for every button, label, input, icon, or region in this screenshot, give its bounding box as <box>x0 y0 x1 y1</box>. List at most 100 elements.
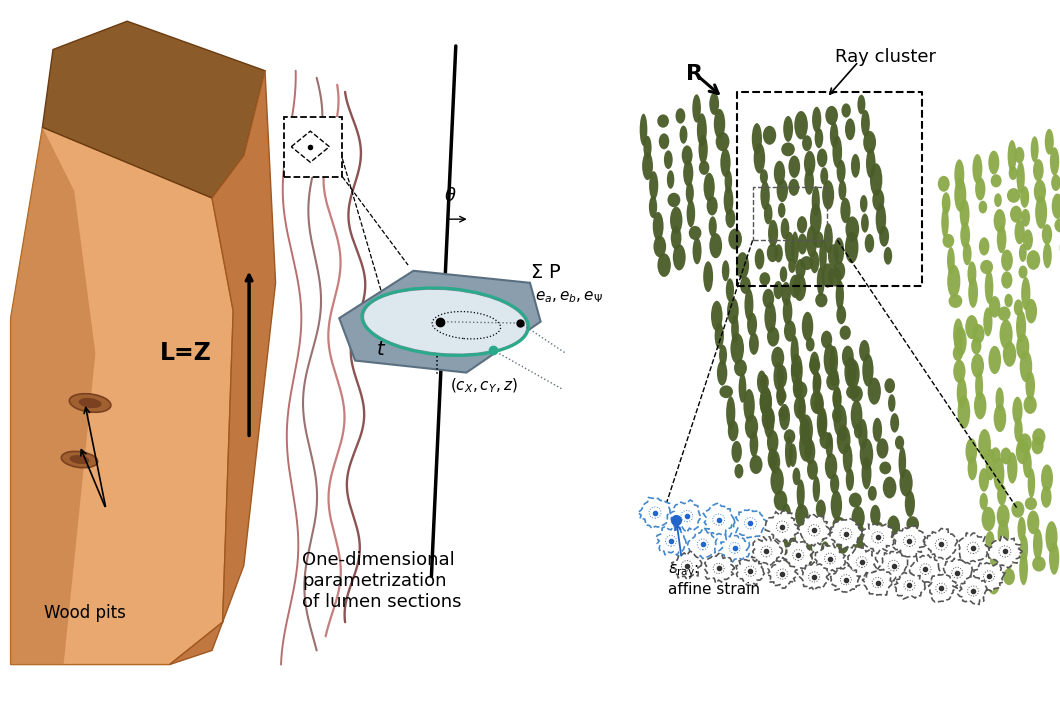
Ellipse shape <box>744 288 754 321</box>
Ellipse shape <box>993 209 1006 233</box>
Polygon shape <box>670 500 701 532</box>
Ellipse shape <box>861 214 869 233</box>
Ellipse shape <box>809 358 820 373</box>
Ellipse shape <box>734 359 747 377</box>
Text: L=Z: L=Z <box>160 341 212 366</box>
Ellipse shape <box>868 378 881 404</box>
Ellipse shape <box>990 448 1001 463</box>
Ellipse shape <box>1017 334 1029 360</box>
Ellipse shape <box>840 325 851 340</box>
Ellipse shape <box>1012 397 1023 424</box>
Ellipse shape <box>974 392 987 419</box>
Text: P: P <box>548 263 560 281</box>
Polygon shape <box>766 559 798 588</box>
Ellipse shape <box>639 114 648 146</box>
Ellipse shape <box>767 327 779 346</box>
Ellipse shape <box>851 154 860 177</box>
Ellipse shape <box>61 451 98 468</box>
Ellipse shape <box>1021 209 1030 227</box>
Ellipse shape <box>835 280 844 310</box>
Ellipse shape <box>784 320 796 341</box>
Polygon shape <box>736 559 764 585</box>
Ellipse shape <box>726 279 734 302</box>
Ellipse shape <box>780 218 790 240</box>
Ellipse shape <box>849 493 862 508</box>
Ellipse shape <box>823 180 834 210</box>
Ellipse shape <box>1052 194 1060 219</box>
Ellipse shape <box>978 468 989 492</box>
Ellipse shape <box>803 151 815 176</box>
Ellipse shape <box>1019 433 1031 453</box>
Ellipse shape <box>994 193 1002 207</box>
Ellipse shape <box>657 253 671 277</box>
Ellipse shape <box>820 168 828 185</box>
Ellipse shape <box>813 370 820 399</box>
Ellipse shape <box>988 151 1000 175</box>
Text: $(c_X, c_Y, z)$: $(c_X, c_Y, z)$ <box>450 376 518 395</box>
Ellipse shape <box>987 568 1001 595</box>
Polygon shape <box>42 21 265 198</box>
Polygon shape <box>830 566 860 592</box>
Ellipse shape <box>724 186 734 215</box>
Ellipse shape <box>713 109 725 139</box>
Ellipse shape <box>770 450 780 474</box>
Ellipse shape <box>795 504 809 527</box>
Ellipse shape <box>900 469 913 496</box>
Ellipse shape <box>1005 294 1012 308</box>
Ellipse shape <box>703 262 713 292</box>
Ellipse shape <box>860 195 867 212</box>
Ellipse shape <box>843 444 852 473</box>
Ellipse shape <box>832 407 842 423</box>
Ellipse shape <box>1032 529 1043 560</box>
Ellipse shape <box>862 354 873 387</box>
Ellipse shape <box>1045 129 1054 155</box>
Ellipse shape <box>70 455 89 464</box>
Ellipse shape <box>739 373 746 403</box>
Ellipse shape <box>814 395 824 414</box>
Ellipse shape <box>954 178 967 212</box>
Ellipse shape <box>953 318 964 350</box>
Ellipse shape <box>1001 448 1011 464</box>
Ellipse shape <box>972 324 985 344</box>
Ellipse shape <box>793 467 800 485</box>
Ellipse shape <box>1031 437 1044 455</box>
Ellipse shape <box>1034 159 1044 182</box>
Ellipse shape <box>953 360 966 383</box>
Ellipse shape <box>828 267 842 286</box>
Ellipse shape <box>1049 542 1059 575</box>
Ellipse shape <box>953 345 962 361</box>
Ellipse shape <box>731 315 739 343</box>
Text: $\Sigma$: $\Sigma$ <box>530 263 543 281</box>
Ellipse shape <box>826 373 840 390</box>
Ellipse shape <box>709 233 722 258</box>
Ellipse shape <box>664 151 673 169</box>
Ellipse shape <box>749 455 762 474</box>
Ellipse shape <box>817 407 828 439</box>
Ellipse shape <box>689 226 702 240</box>
Ellipse shape <box>890 413 899 433</box>
Ellipse shape <box>802 526 812 544</box>
Polygon shape <box>11 127 95 665</box>
Ellipse shape <box>1025 371 1035 400</box>
Ellipse shape <box>971 337 982 354</box>
Ellipse shape <box>979 493 988 510</box>
Ellipse shape <box>767 448 777 469</box>
Ellipse shape <box>777 365 788 388</box>
Ellipse shape <box>1052 175 1060 191</box>
Ellipse shape <box>714 323 724 349</box>
Ellipse shape <box>826 432 833 458</box>
Ellipse shape <box>832 387 842 409</box>
Ellipse shape <box>836 160 846 183</box>
Ellipse shape <box>986 449 995 480</box>
Ellipse shape <box>728 420 739 441</box>
Ellipse shape <box>960 222 970 248</box>
Ellipse shape <box>707 196 718 216</box>
Ellipse shape <box>704 173 714 201</box>
Ellipse shape <box>789 443 797 467</box>
Ellipse shape <box>986 531 994 550</box>
Polygon shape <box>782 541 814 570</box>
Ellipse shape <box>749 333 759 355</box>
Ellipse shape <box>997 484 1007 506</box>
Ellipse shape <box>860 438 873 470</box>
Ellipse shape <box>725 170 732 193</box>
